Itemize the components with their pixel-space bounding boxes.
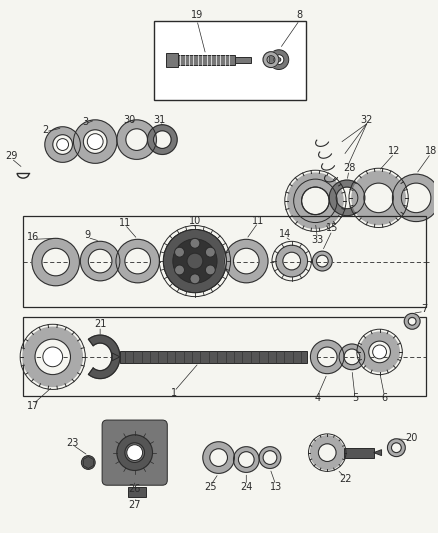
Text: 24: 24 [240, 482, 252, 492]
Text: 9: 9 [84, 230, 90, 240]
Bar [155, 21, 306, 100]
Circle shape [173, 239, 217, 283]
Text: 11: 11 [252, 215, 264, 225]
Bar [344, 448, 374, 457]
Text: 5: 5 [352, 393, 358, 403]
Text: 11: 11 [119, 217, 131, 228]
Polygon shape [88, 335, 120, 378]
Bar [23, 317, 426, 397]
Text: 25: 25 [205, 482, 217, 492]
Text: 23: 23 [66, 438, 79, 448]
Text: 31: 31 [153, 115, 166, 125]
Bar [235, 56, 251, 62]
Circle shape [274, 55, 284, 64]
Circle shape [190, 238, 200, 248]
Text: 17: 17 [27, 401, 39, 411]
Text: 22: 22 [339, 474, 351, 484]
Circle shape [127, 445, 143, 461]
Circle shape [43, 347, 63, 367]
Text: 13: 13 [270, 482, 282, 492]
Text: 20: 20 [405, 433, 417, 443]
Text: 8: 8 [297, 10, 303, 20]
Circle shape [87, 134, 103, 149]
Bar [23, 216, 426, 308]
Circle shape [57, 139, 68, 150]
Bar [120, 351, 307, 363]
Circle shape [81, 456, 95, 470]
Circle shape [175, 265, 184, 275]
Text: 18: 18 [425, 147, 437, 157]
Text: 21: 21 [94, 319, 106, 329]
Text: 19: 19 [191, 10, 203, 20]
Text: 27: 27 [128, 500, 141, 510]
Bar [178, 55, 235, 64]
Text: 6: 6 [381, 393, 388, 403]
Text: 33: 33 [311, 236, 324, 245]
Text: 14: 14 [279, 229, 291, 239]
Bar [166, 53, 178, 67]
Text: 10: 10 [189, 215, 201, 225]
Polygon shape [374, 450, 381, 456]
Bar [128, 487, 145, 497]
Circle shape [205, 265, 215, 275]
Circle shape [163, 230, 226, 293]
Text: 32: 32 [360, 115, 373, 125]
Circle shape [205, 247, 215, 257]
Text: 28: 28 [343, 163, 355, 173]
Circle shape [187, 253, 203, 269]
Circle shape [373, 345, 386, 359]
Circle shape [175, 247, 184, 257]
Text: 3: 3 [82, 117, 88, 127]
Text: 12: 12 [388, 147, 401, 157]
Text: 2: 2 [42, 125, 49, 135]
Text: 15: 15 [326, 223, 339, 233]
Text: 26: 26 [128, 484, 141, 494]
FancyBboxPatch shape [102, 420, 167, 485]
Text: 4: 4 [314, 393, 321, 403]
Circle shape [190, 274, 200, 284]
Polygon shape [112, 353, 120, 361]
Text: 29: 29 [5, 151, 18, 161]
Circle shape [277, 58, 281, 62]
Text: 1: 1 [171, 389, 177, 398]
Text: 30: 30 [124, 115, 136, 125]
Circle shape [269, 50, 289, 69]
Text: 7: 7 [421, 304, 427, 314]
Text: 16: 16 [27, 232, 39, 243]
